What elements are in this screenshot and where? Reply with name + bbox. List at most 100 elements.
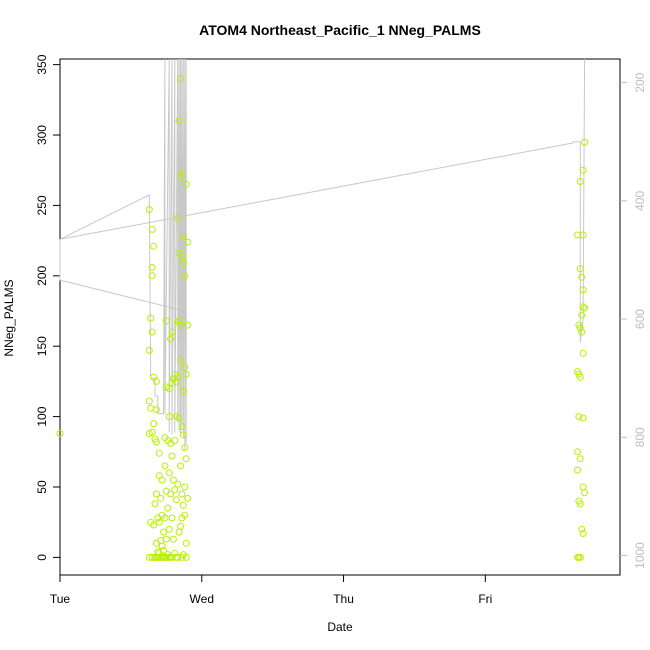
- scatter-point: [145, 397, 153, 405]
- scatter-point: [179, 232, 187, 240]
- scatter-point: [151, 500, 159, 508]
- scatter-point: [168, 328, 176, 336]
- chart-title: ATOM4 Northeast_Pacific_1 NNeg_PALMS: [199, 22, 481, 38]
- scatter-point: [581, 304, 589, 312]
- scatter-point: [177, 522, 184, 530]
- scatter-point: [152, 490, 160, 498]
- scatter-point: [574, 448, 581, 456]
- scatter-point: [56, 430, 64, 437]
- scatter-point: [578, 328, 586, 336]
- scatter-series: [56, 75, 589, 561]
- scatter-point: [162, 317, 170, 325]
- scatter-point: [147, 314, 155, 322]
- scatter-point: [158, 476, 166, 484]
- scatter-point: [175, 317, 183, 325]
- scatter-point: [147, 404, 155, 412]
- scatter-point: [155, 449, 163, 457]
- scatter-point: [178, 423, 186, 430]
- y-tick-label: 350: [35, 54, 49, 74]
- scatter-point: [576, 265, 584, 273]
- scatter-point: [168, 452, 176, 460]
- scatter-point: [172, 377, 180, 385]
- scatter-point: [165, 525, 173, 533]
- scatter-point: [175, 117, 183, 125]
- scatter-point: [171, 486, 179, 494]
- y-tick-label: 200: [35, 265, 49, 285]
- scatter-point: [167, 490, 175, 498]
- scatter-point: [181, 444, 189, 452]
- scatter-point: [155, 518, 163, 526]
- y-right-tick-label: 600: [633, 309, 647, 329]
- scatter-point: [162, 487, 170, 495]
- scatter-point: [578, 311, 586, 319]
- scatter-point: [579, 483, 587, 491]
- y-right-tick-label: 1000: [633, 542, 647, 569]
- scatter-point: [152, 406, 160, 414]
- scatter-point: [145, 206, 153, 214]
- scatter-point: [576, 324, 584, 332]
- scatter-point: [152, 539, 160, 547]
- scatter-point: [174, 373, 182, 381]
- y-right-tick-label: 200: [633, 72, 647, 92]
- scatter-point: [167, 335, 175, 343]
- scatter-point: [177, 462, 184, 470]
- scatter-point: [181, 483, 189, 491]
- scatter-point: [165, 413, 173, 421]
- x-tick-label: Wed: [190, 592, 214, 606]
- scatter-point: [579, 414, 587, 422]
- scatter-point: [158, 542, 166, 550]
- scatter-point: [168, 514, 176, 522]
- scatter-point: [182, 553, 190, 561]
- scatter-point: [148, 225, 156, 233]
- x-axis: Tue Wed Thu Fri: [50, 575, 492, 606]
- scatter-point: [177, 173, 184, 181]
- scatter-point: [575, 413, 583, 421]
- scatter-point: [182, 455, 190, 463]
- y-right-tick-label: 400: [633, 191, 647, 211]
- scatter-point: [154, 548, 162, 556]
- scatter-point: [150, 420, 158, 428]
- scatter-point: [181, 511, 189, 519]
- scatter-point: [152, 438, 160, 446]
- scatter-point: [184, 494, 192, 502]
- scatter-point: [576, 373, 584, 381]
- scatter-point: [174, 553, 182, 561]
- scatter-point: [169, 535, 177, 543]
- scatter-point: [162, 535, 170, 543]
- scatter-point: [578, 525, 586, 533]
- scatter-point: [164, 504, 172, 512]
- scatter-point: [579, 166, 587, 174]
- scatter-point: [178, 252, 186, 260]
- scatter-point: [182, 370, 190, 378]
- scatter-point: [174, 214, 182, 222]
- scatter-point: [578, 273, 586, 281]
- scatter-point: [165, 385, 173, 392]
- scatter-point: [160, 528, 167, 536]
- scatter-point: [150, 521, 158, 529]
- x-tick-label: Tue: [50, 592, 71, 606]
- x-tick-label: Thu: [333, 592, 354, 606]
- y-tick-label: 100: [35, 406, 49, 426]
- scatter-point: [576, 178, 584, 185]
- scatter-point: [161, 462, 169, 470]
- scatter-point: [148, 272, 156, 280]
- y-tick-label: 150: [35, 336, 49, 356]
- scatter-point: [172, 496, 180, 504]
- y-tick-label: 0: [35, 554, 49, 561]
- line-series: [59, 58, 586, 450]
- scatter-point: [182, 180, 190, 188]
- scatter-point: [579, 231, 587, 239]
- scatter-point: [574, 466, 581, 474]
- plot-frame: [59, 58, 621, 576]
- scatter-point: [152, 377, 160, 385]
- x-tick-label: Fri: [478, 592, 492, 606]
- y-tick-label: 300: [35, 125, 49, 145]
- scatter-point: [171, 437, 179, 444]
- scatter-point: [160, 546, 167, 554]
- scatter-point: [174, 480, 182, 488]
- scatter-point: [576, 500, 584, 508]
- y-tick-label: 250: [35, 195, 49, 215]
- scatter-point: [148, 263, 156, 271]
- line-path: [59, 58, 586, 450]
